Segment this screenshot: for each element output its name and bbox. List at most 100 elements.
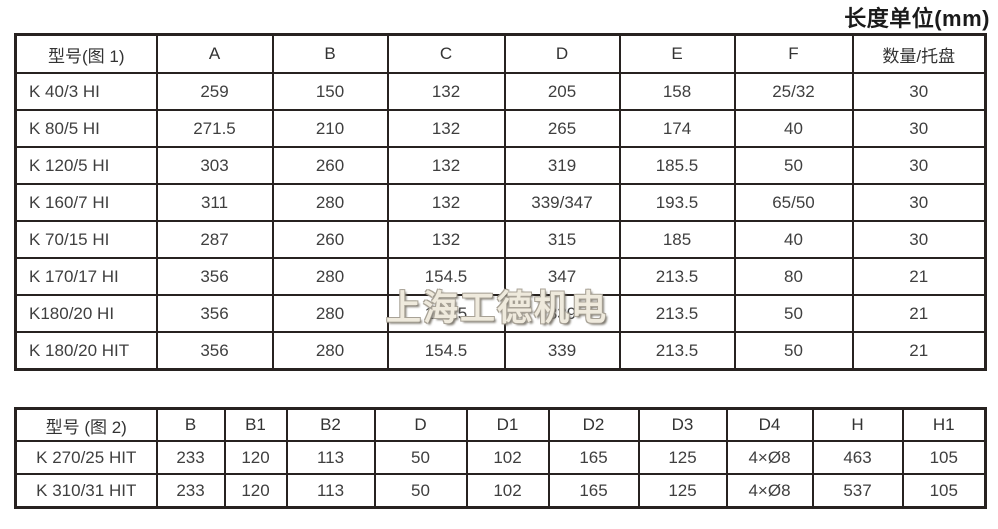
- value-cell: 50: [733, 331, 854, 371]
- value-cell: 356: [155, 331, 274, 371]
- value-cell: 40: [733, 109, 854, 148]
- dimension-column-header: B: [155, 407, 226, 442]
- model-cell: K 180/20 HIT: [14, 331, 158, 371]
- model-cell: K 120/5 HI: [14, 146, 158, 185]
- value-cell: 102: [465, 440, 550, 475]
- value-cell: 50: [733, 294, 854, 333]
- value-cell: 4×Ø8: [725, 473, 814, 509]
- model-column-header: 型号 (图 2): [14, 407, 158, 442]
- value-cell: 537: [811, 473, 904, 509]
- table-row: K 170/17 HI 356 280 154.5 347 213.5 80 21: [14, 257, 987, 296]
- dimension-column-header: B1: [223, 407, 288, 442]
- value-cell: 165: [547, 473, 640, 509]
- value-cell: 40: [733, 220, 854, 259]
- value-cell: 280: [271, 257, 389, 296]
- value-cell: 102: [465, 473, 550, 509]
- value-cell: 210: [271, 109, 389, 148]
- model-cell: K 80/5 HI: [14, 109, 158, 148]
- value-cell: 30: [851, 220, 987, 259]
- table-row: K 180/20 HIT 356 280 154.5 339 213.5 50 21: [14, 331, 987, 371]
- dimension-column-header: D4: [725, 407, 814, 442]
- dimension-column-header: H: [811, 407, 904, 442]
- model-cell: K 70/15 HI: [14, 220, 158, 259]
- dimension-column-header: E: [618, 33, 736, 74]
- dimension-column-header: D: [503, 33, 621, 74]
- value-cell: 154.5: [386, 294, 506, 333]
- value-cell: 65/50: [733, 183, 854, 222]
- value-cell: 50: [733, 146, 854, 185]
- table-row: K 160/7 HI 311 280 132 339/347 193.5 65/50 30: [14, 183, 987, 222]
- dimension-column-header: D2: [547, 407, 640, 442]
- model-column-header: 型号(图 1): [14, 33, 158, 74]
- value-cell: 280: [271, 331, 389, 371]
- dimension-column-header: D3: [637, 407, 728, 442]
- value-cell: 154.5: [386, 331, 506, 371]
- value-cell: 193.5: [618, 183, 736, 222]
- value-cell: 105: [901, 440, 987, 475]
- model-cell: K 310/31 HIT: [14, 473, 158, 509]
- value-cell: 287: [155, 220, 274, 259]
- value-cell: 50: [373, 473, 468, 509]
- value-cell: 150: [271, 72, 389, 111]
- value-cell: 30: [851, 146, 987, 185]
- value-cell: 4×Ø8: [725, 440, 814, 475]
- value-cell: 319: [503, 146, 621, 185]
- value-cell: 339: [503, 331, 621, 371]
- value-cell: 21: [851, 294, 987, 333]
- value-cell: 303: [155, 146, 274, 185]
- value-cell: 154.5: [386, 257, 506, 296]
- value-cell: 339/347: [503, 183, 621, 222]
- value-cell: 213.5: [618, 294, 736, 333]
- value-cell: 185.5: [618, 146, 736, 185]
- table-row: K 270/25 HIT 233 120 113 50 102 165 125 4×Ø8 463 1…: [14, 440, 987, 475]
- value-cell: 125: [637, 440, 728, 475]
- dimension-column-header: F: [733, 33, 854, 74]
- value-cell: 113: [285, 473, 376, 509]
- table-row: K 80/5 HI 271.5 210 132 265 174 40 30: [14, 109, 987, 148]
- value-cell: 356: [155, 294, 274, 333]
- table-row: K 40/3 HI 259 150 132 205 158 25/32 30: [14, 72, 987, 111]
- value-cell: 315: [503, 220, 621, 259]
- value-cell: 132: [386, 109, 506, 148]
- model-cell: K 40/3 HI: [14, 72, 158, 111]
- table-row: K 120/5 HI 303 260 132 319 185.5 50 30: [14, 146, 987, 185]
- value-cell: 185: [618, 220, 736, 259]
- value-cell: 21: [851, 257, 987, 296]
- spec-table-figure2: 型号 (图 2) B B1 B2 D D1 D2 D3 D4 H H1 K 270/25 HIT 233…: [14, 407, 987, 509]
- value-cell: 233: [155, 440, 226, 475]
- value-cell: 30: [851, 109, 987, 148]
- value-cell: 174: [618, 109, 736, 148]
- value-cell: 132: [386, 183, 506, 222]
- value-cell: 25/32: [733, 72, 854, 111]
- dimension-column-header: D: [373, 407, 468, 442]
- value-cell: 339: [503, 294, 621, 333]
- header-row: 型号(图 1) A B C D E F 数量/托盘: [14, 33, 987, 74]
- value-cell: 213.5: [618, 331, 736, 371]
- value-cell: 205: [503, 72, 621, 111]
- model-cell: K 170/17 HI: [14, 257, 158, 296]
- value-cell: 132: [386, 72, 506, 111]
- value-cell: 311: [155, 183, 274, 222]
- value-cell: 113: [285, 440, 376, 475]
- value-cell: 125: [637, 473, 728, 509]
- model-cell: K 270/25 HIT: [14, 440, 158, 475]
- value-cell: 50: [373, 440, 468, 475]
- value-cell: 120: [223, 473, 288, 509]
- value-cell: 213.5: [618, 257, 736, 296]
- value-cell: 265: [503, 109, 621, 148]
- value-cell: 105: [901, 473, 987, 509]
- value-cell: 233: [155, 473, 226, 509]
- value-cell: 158: [618, 72, 736, 111]
- model-cell: K 160/7 HI: [14, 183, 158, 222]
- value-cell: 120: [223, 440, 288, 475]
- dimension-column-header: A: [155, 33, 274, 74]
- value-cell: 280: [271, 294, 389, 333]
- value-cell: 271.5: [155, 109, 274, 148]
- dimension-column-header: D1: [465, 407, 550, 442]
- table-row: K 70/15 HI 287 260 132 315 185 40 30: [14, 220, 987, 259]
- spec-table-figure1: 型号(图 1) A B C D E F 数量/托盘 K 40/3 HI 259 150 132 205 1…: [14, 33, 987, 371]
- unit-label: 长度单位(mm): [844, 6, 990, 31]
- model-cell: K180/20 HI: [14, 294, 158, 333]
- value-cell: 260: [271, 220, 389, 259]
